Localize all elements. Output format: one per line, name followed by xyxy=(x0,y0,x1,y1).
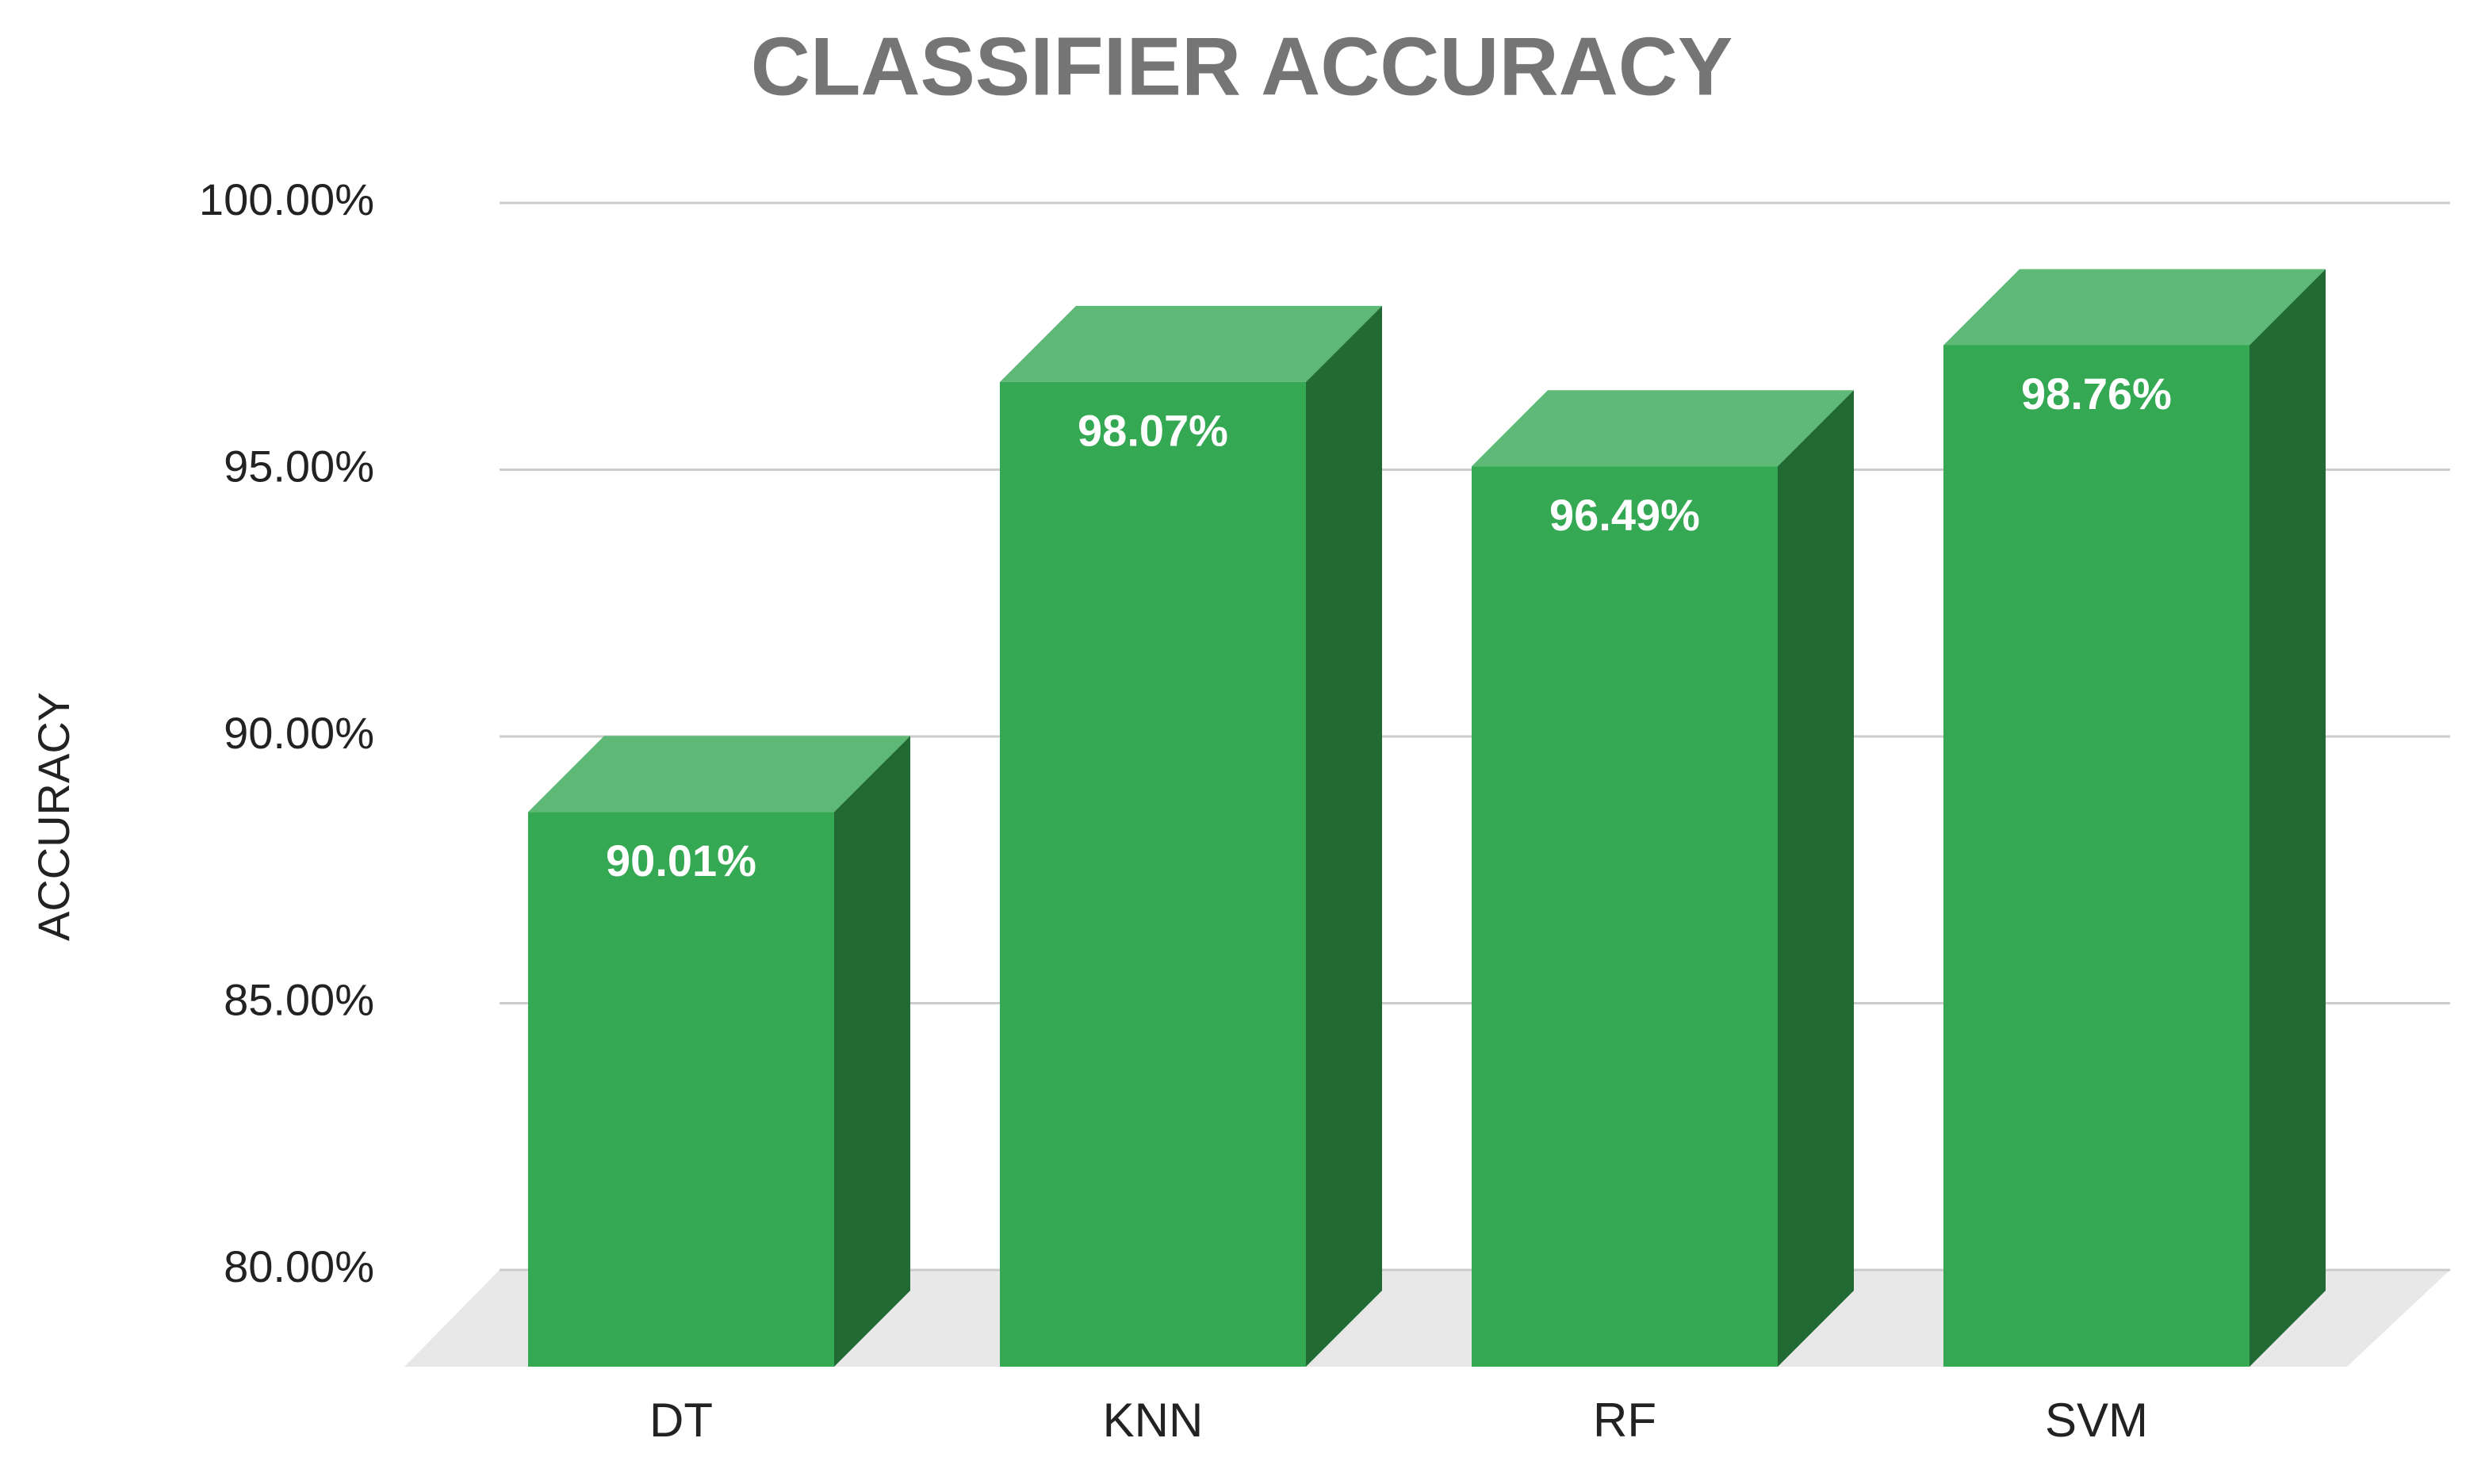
bar xyxy=(1943,269,2326,1367)
y-axis-title: ACCURACY xyxy=(29,692,78,941)
bar-side xyxy=(1778,390,1854,1367)
bar-front xyxy=(1943,345,2250,1367)
value-label: 96.49% xyxy=(1549,490,1700,540)
bar-top xyxy=(1000,305,1382,382)
bar xyxy=(1472,390,1854,1367)
bar-front xyxy=(1472,466,1778,1367)
value-label: 90.01% xyxy=(606,836,756,885)
bar-top xyxy=(1472,390,1854,467)
x-tick-label: KNN xyxy=(1103,1394,1204,1447)
x-tick-label: SVM xyxy=(2045,1394,2148,1447)
floor xyxy=(404,1270,2450,1367)
x-tick-label: RF xyxy=(1593,1394,1656,1447)
y-tick-label: 85.00% xyxy=(224,974,374,1024)
y-tick-label: 80.00% xyxy=(224,1241,374,1291)
bar-front xyxy=(528,812,834,1367)
bar-top xyxy=(528,736,910,813)
y-tick-label: 95.00% xyxy=(224,441,374,491)
bar-front xyxy=(1000,381,1306,1367)
bar-top xyxy=(1943,269,2326,346)
bar-side xyxy=(1306,305,1382,1367)
bar xyxy=(1000,305,1382,1367)
y-tick-label: 90.00% xyxy=(224,708,374,758)
y-tick-label: 100.00% xyxy=(199,174,374,224)
bar-side xyxy=(834,736,910,1367)
x-tick-label: DT xyxy=(649,1394,713,1447)
value-label: 98.07% xyxy=(1078,406,1228,456)
chart-title: CLASSIFIER ACCURACY xyxy=(751,21,1733,113)
value-label: 98.76% xyxy=(2021,369,2172,419)
bar-side xyxy=(2250,269,2326,1367)
bar xyxy=(528,736,910,1367)
